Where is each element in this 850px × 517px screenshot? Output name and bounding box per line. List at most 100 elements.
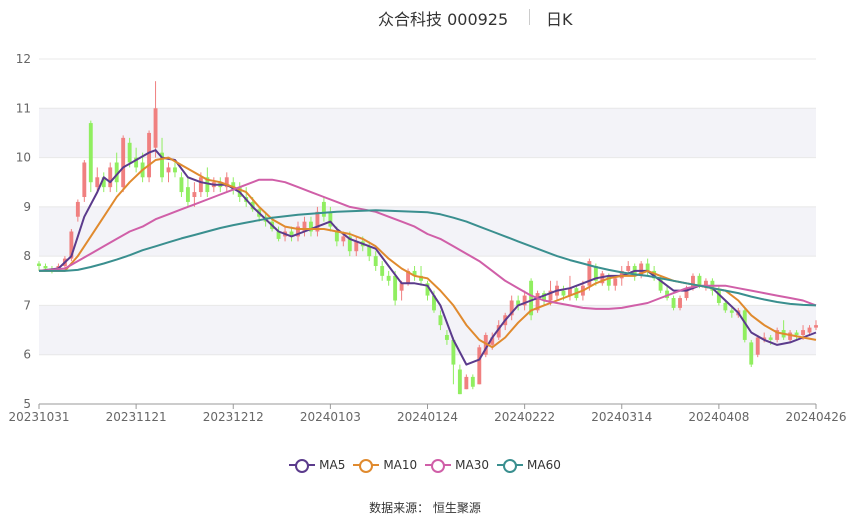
candle-body: [755, 337, 760, 355]
candle-body: [729, 310, 734, 313]
candle-body: [639, 263, 644, 276]
candle-body: [166, 167, 171, 173]
candle-body: [775, 330, 780, 340]
candle-body: [716, 290, 721, 303]
candle-body: [432, 295, 436, 311]
candle-body: [587, 261, 592, 286]
candle-body: [619, 270, 624, 279]
legend-marker-icon: [353, 458, 380, 473]
candle-body: [451, 339, 456, 365]
candle-body: [522, 295, 527, 306]
candle-body: [788, 332, 793, 340]
candle-body: [296, 226, 300, 237]
candle-body: [457, 369, 462, 395]
legend-item-ma60[interactable]: MA60: [497, 458, 561, 473]
candle-body: [613, 278, 618, 286]
candle-body: [626, 266, 631, 271]
candle-body: [470, 376, 475, 387]
candle-body: [807, 327, 812, 333]
candle-body: [121, 137, 126, 188]
x-tick-label: 20231212: [203, 410, 264, 424]
candle-body: [185, 187, 190, 202]
y-tick-label: 7: [23, 298, 31, 312]
candle-body: [684, 288, 689, 299]
chart-title: 众合科技 000925: [378, 10, 509, 29]
candle-body: [380, 266, 385, 276]
candle-body: [406, 270, 411, 284]
candle-body: [302, 221, 307, 232]
legend-marker-icon: [425, 458, 452, 473]
candle-body: [814, 325, 818, 328]
candle-body: [147, 132, 152, 178]
x-tick-label: 20240408: [688, 410, 749, 424]
ma-line-ma30: [38, 178, 817, 310]
candle-body: [593, 266, 598, 281]
candle-body: [95, 177, 100, 188]
x-tick-label: 20240222: [494, 410, 555, 424]
candle-body: [328, 211, 333, 227]
y-tick-label: 10: [16, 151, 31, 165]
candle-body: [173, 167, 177, 173]
candle-body: [205, 177, 210, 193]
title-separator: [529, 9, 530, 25]
candle-body: [108, 167, 113, 188]
candle-body: [309, 221, 313, 232]
candle-body: [678, 298, 682, 308]
candle-body: [496, 325, 501, 338]
grid-band: [39, 305, 816, 355]
candle-body: [658, 278, 663, 291]
candle-body: [529, 280, 534, 316]
candle-body: [412, 270, 417, 276]
candle-body: [75, 201, 80, 217]
x-axis: 20231031 20231121 20231212 20240103 20240124…: [8, 403, 847, 424]
candle-body: [341, 236, 346, 242]
candle-body: [665, 290, 670, 299]
y-tick-label: 5: [23, 397, 31, 411]
candle-body: [568, 288, 572, 296]
plot-background-bands: [39, 108, 816, 355]
candle-body: [548, 290, 553, 301]
grid-band: [39, 108, 816, 158]
candle-body: [516, 300, 521, 306]
y-tick-label: 9: [23, 200, 31, 214]
legend-label: MA30: [455, 458, 490, 472]
candle-body: [542, 293, 546, 301]
candle-body: [276, 231, 281, 239]
candle-body: [315, 211, 320, 232]
candle-body: [334, 231, 339, 242]
candle-body: [82, 162, 87, 197]
candle-body: [88, 123, 93, 183]
legend-item-ma10[interactable]: MA10: [353, 458, 418, 473]
x-tick-label: 20240103: [300, 410, 361, 424]
candle-body: [367, 246, 372, 257]
candle-body: [490, 337, 495, 345]
candle-body: [134, 157, 139, 168]
candle-body: [179, 177, 184, 193]
candle-body: [749, 342, 754, 365]
candle-body: [127, 142, 132, 163]
candle-body: [768, 337, 773, 340]
candle-body: [691, 275, 695, 289]
candle-body: [321, 201, 326, 217]
candle-body: [425, 283, 430, 296]
candlestick-chart: 5 6 7 8 9 10 11 12 20231031 20231121 20231212 2024…: [8, 52, 847, 424]
candle-body: [606, 275, 611, 286]
candle-body: [419, 275, 423, 281]
candle-body: [393, 275, 398, 301]
candle-body: [762, 337, 767, 340]
legend-item-ma5[interactable]: MA5: [289, 458, 345, 473]
candle-body: [37, 263, 41, 266]
candle-body: [794, 332, 799, 335]
y-axis-ticks: 5 6 7 8 9 10 11 12: [16, 52, 31, 411]
legend: MA5 MA10 MA30 MA60: [0, 458, 850, 475]
candle-body: [742, 310, 747, 340]
chart-header: 众合科技 000925 日K: [0, 0, 850, 34]
legend-label: MA10: [383, 458, 418, 472]
candle-body: [373, 256, 378, 266]
candle-body: [438, 315, 443, 326]
legend-item-ma30[interactable]: MA30: [425, 458, 490, 473]
x-tick-label: 20240124: [397, 410, 458, 424]
candle-body: [114, 162, 119, 183]
y-tick-label: 12: [16, 52, 31, 66]
candle-body: [535, 293, 540, 311]
